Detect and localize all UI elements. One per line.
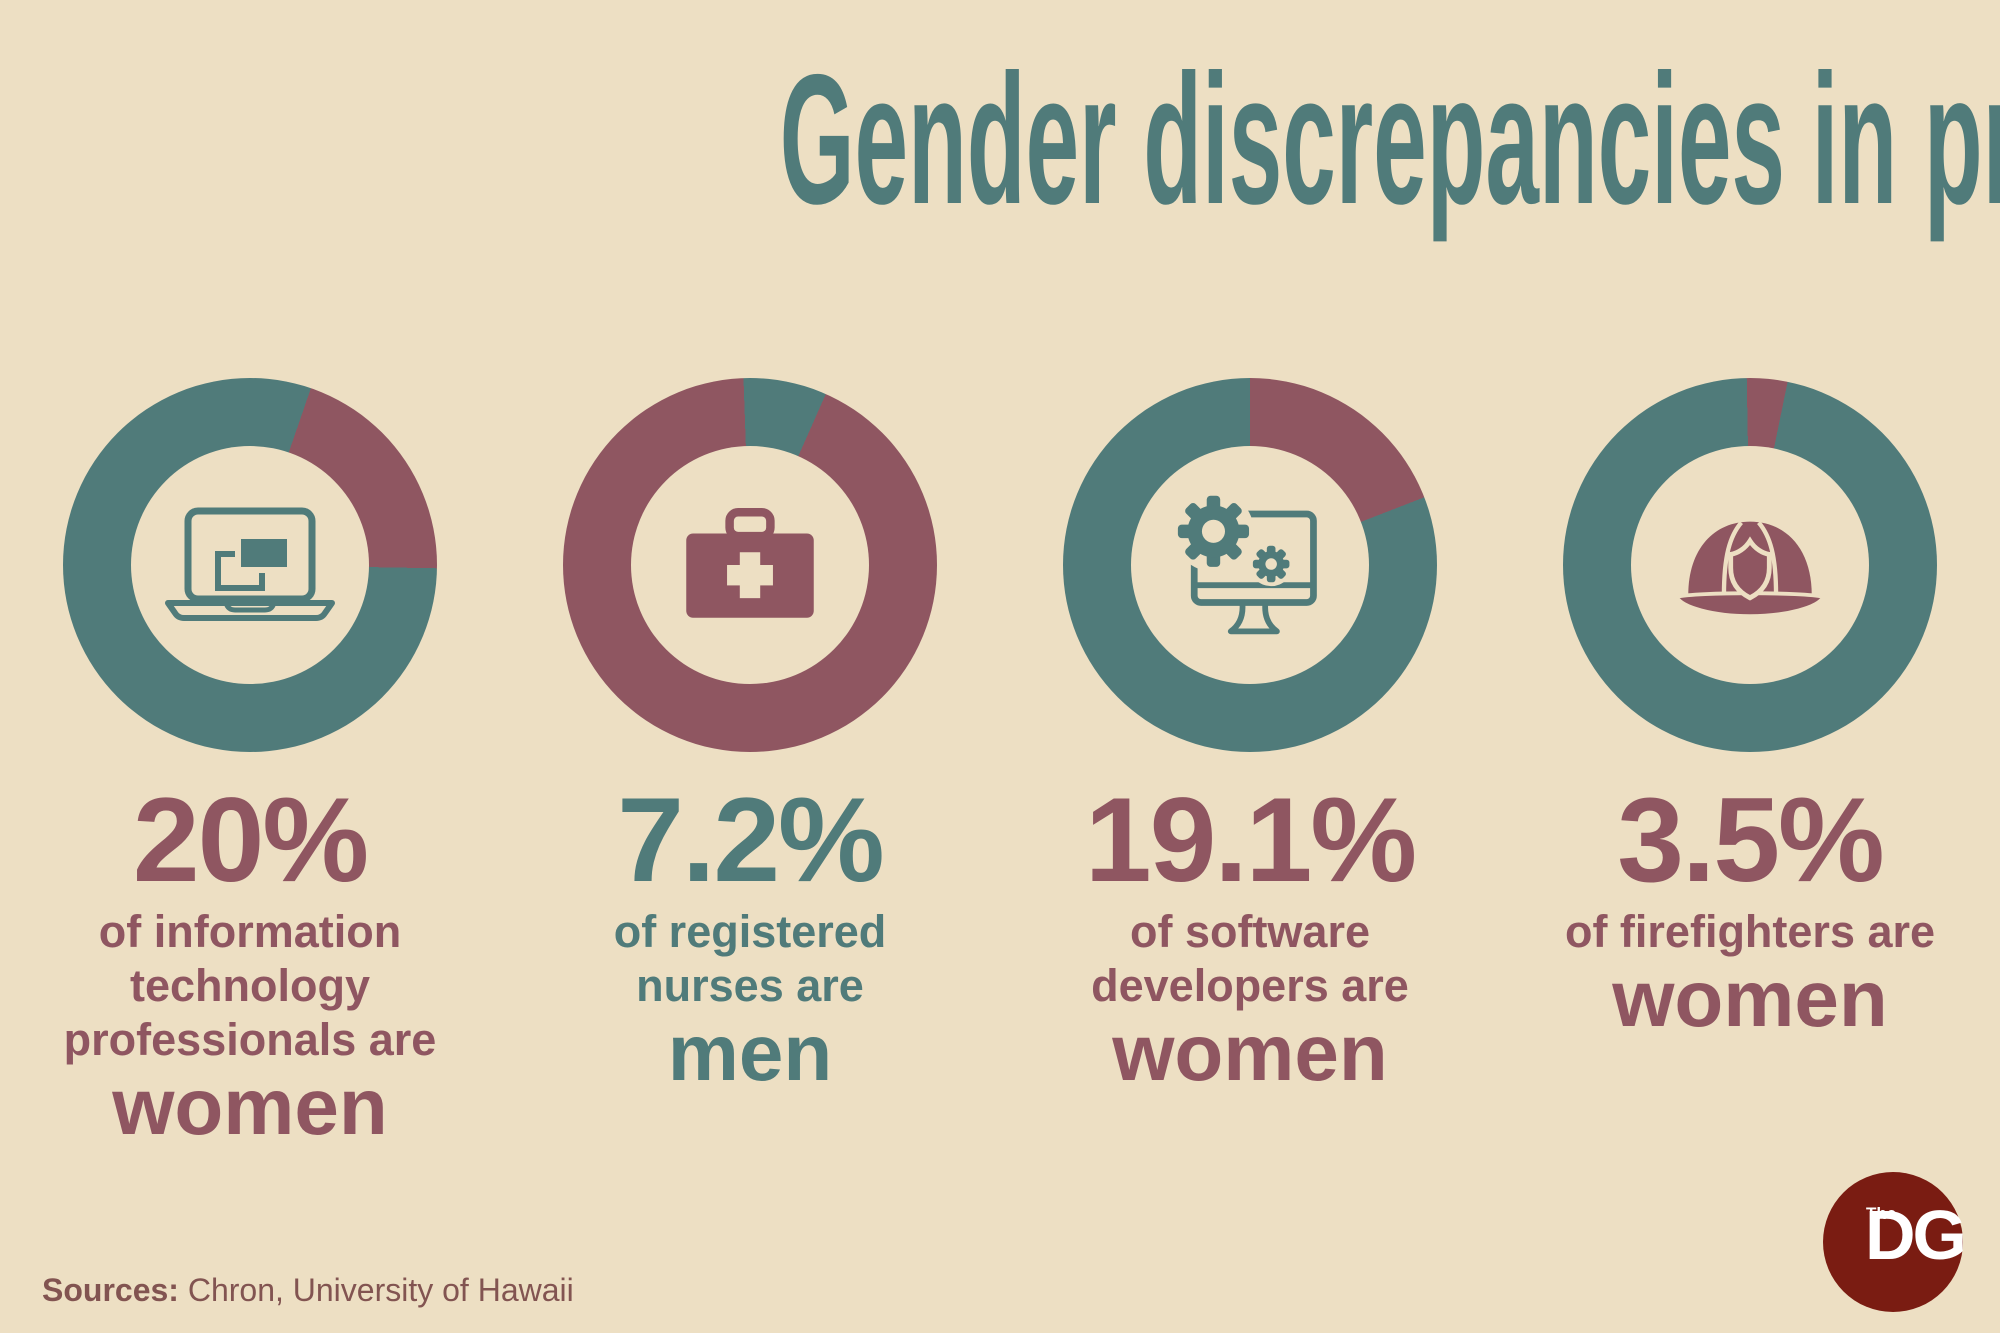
percentage-description: of information technology professionals … [64,905,437,1067]
laptop-icon [165,507,335,621]
description-line: technology [129,960,370,1011]
stats-block-it: 20% of information technology profession… [64,780,437,1147]
profession-column-developers: 19.1% of software developers are women [1000,378,1500,1147]
donut-chart-developers [1063,378,1437,752]
description-line: of firefighters are [1564,906,1936,957]
description-line: of registered [613,906,887,957]
description-line: developers are [1091,960,1409,1011]
donut-hole [631,446,869,684]
page-title-wrap: Gender discrepancies in professions [0,48,2000,233]
firefighter-helmet-icon [1673,521,1827,619]
description-line: professionals are [63,1014,437,1065]
donut-chart-nurses [563,378,937,752]
sources-note: Sources: Chron, University of Hawaii [42,1272,574,1309]
stats-block-developers: 19.1% of software developers are women [1084,773,1417,1097]
highlight-word: women [1612,954,1888,1043]
dg-logo: The DG [1823,1172,1967,1312]
percentage-value: 3.5% [1617,773,1885,907]
percentage-value: 7.2% [617,773,885,907]
percentage-value: 20% [132,773,369,907]
stats-block-firefighters: 3.5% of firefighters are women [1565,780,1935,1039]
profession-column-nurses: 7.2% of registered nurses are men [500,378,1000,1147]
profession-column-firefighters: 3.5% of firefighters are women [1500,378,2000,1147]
donut-chart-firefighters [1563,378,1937,752]
description-line: nurses are [636,960,864,1011]
sources-text: Chron, University of Hawaii [187,1272,574,1308]
percentage-description: of registered nurses are [614,905,887,1013]
description-line: of software [1129,906,1370,957]
stats-block-nurses: 7.2% of registered nurses are men [614,780,887,1093]
percentage-value: 19.1% [1084,773,1417,907]
highlight-word: women [112,1062,388,1151]
description-line: of information [98,906,402,957]
percentage-description: of firefighters are [1565,905,1935,959]
highlight-word: men [667,1008,833,1097]
donut-hole [1131,446,1369,684]
dg-logo-prefix: The [1866,1204,1897,1223]
donut-hole [131,446,369,684]
page-title: Gender discrepancies in professions [779,37,2000,243]
highlight-word: women [1112,1008,1388,1097]
donut-chart-it [63,378,437,752]
monitor-gears-icon [1175,492,1317,635]
medical-bag-icon [686,508,814,618]
percentage-description: of software developers are [1085,905,1415,1013]
sources-label: Sources: [42,1272,179,1308]
dg-logo-initials: DG [1865,1196,1967,1274]
donut-hole [1631,446,1869,684]
profession-column-it: 20% of information technology profession… [0,378,500,1147]
charts-row: 20% of information technology profession… [0,378,2000,1147]
